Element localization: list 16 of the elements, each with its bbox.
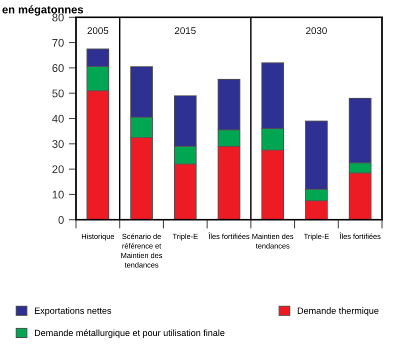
annotation: 2005 (88, 27, 108, 34)
y-tick-label: 40 (52, 114, 64, 123)
legend-label: Demande métallurgique et pour utilisation finale (34, 329, 224, 338)
y-tick-label: 50 (52, 89, 64, 98)
y-tick-label: 80 (52, 14, 64, 22)
y-tick-label: 20 (52, 165, 64, 174)
legend-label: Exportations nettes (34, 307, 112, 316)
annotation: 2015 (174, 27, 196, 34)
legend-label: Demande thermique (298, 307, 378, 316)
y-tick-label: 60 (52, 64, 64, 72)
y-tick-label: 70 (52, 38, 64, 47)
y-tick-label: 30 (52, 140, 64, 148)
annotation: 2030 (306, 27, 327, 34)
y-axis-title: en mégatonnes (2, 5, 84, 16)
y-tick-label: 0 (58, 216, 64, 224)
y-tick-label: 10 (52, 190, 64, 199)
